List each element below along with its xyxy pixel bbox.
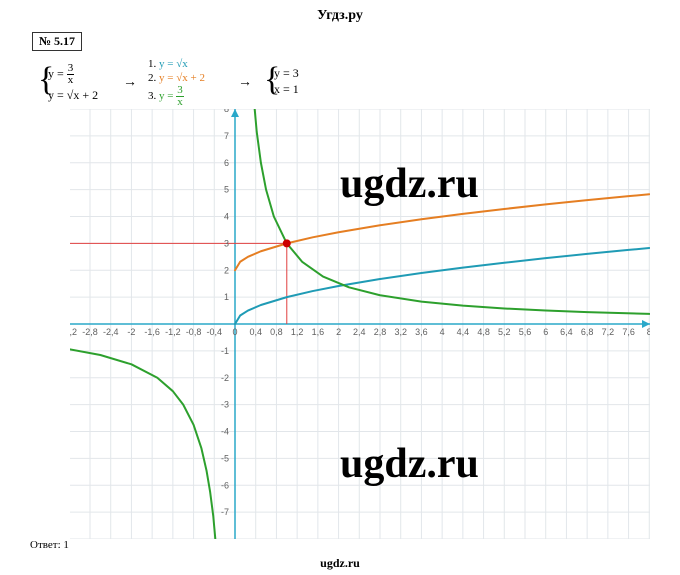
svg-text:-1: -1	[221, 346, 229, 356]
eq1-lhs: y =	[48, 66, 64, 80]
svg-text:5,2: 5,2	[498, 327, 511, 337]
svg-text:-6: -6	[221, 480, 229, 490]
equation-row: { y = 3 x y = √x + 2 → 1. y = √x 2. y = …	[38, 61, 680, 107]
svg-text:6,4: 6,4	[560, 327, 573, 337]
svg-text:-2,4: -2,4	[103, 327, 119, 337]
svg-text:1,2: 1,2	[291, 327, 304, 337]
enum-expr: y = 3 x	[159, 90, 184, 102]
arrow-2: →	[238, 75, 252, 91]
svg-text:7: 7	[224, 131, 229, 141]
page-header: Угдз.ру	[0, 0, 680, 28]
svg-text:4: 4	[440, 327, 445, 337]
svg-text:-0,4: -0,4	[207, 327, 223, 337]
svg-text:-3: -3	[221, 400, 229, 410]
answer-text: Ответ: 1	[30, 539, 69, 551]
svg-text:5,6: 5,6	[519, 327, 532, 337]
svg-text:-1,6: -1,6	[144, 327, 160, 337]
frac-den: x	[176, 97, 184, 108]
svg-text:-2: -2	[127, 327, 135, 337]
svg-text:4,8: 4,8	[477, 327, 490, 337]
enum-expr: y = √x + 2	[159, 72, 205, 84]
system-right: y = 3 x = 1	[274, 65, 299, 97]
svg-text:-2: -2	[221, 373, 229, 383]
sys2-eq2: x = 1	[274, 81, 299, 97]
svg-text:3: 3	[224, 238, 229, 248]
sys1-eq2: y = √x + 2	[48, 86, 98, 104]
svg-text:1,6: 1,6	[312, 327, 325, 337]
svg-text:3,6: 3,6	[415, 327, 428, 337]
enum-item-1: 1. y = √x	[148, 57, 205, 71]
svg-text:-5: -5	[221, 453, 229, 463]
svg-text:4,4: 4,4	[457, 327, 470, 337]
enum-num: 2.	[148, 72, 156, 84]
footer-brand: ugdz.ru	[0, 556, 680, 571]
eq3-lhs: y =	[159, 90, 173, 102]
frac-den: x	[67, 75, 75, 86]
enum-num: 3.	[148, 90, 156, 102]
svg-text:2,8: 2,8	[374, 327, 387, 337]
svg-text:2,4: 2,4	[353, 327, 366, 337]
enum-num: 1.	[148, 58, 156, 70]
svg-text:7,6: 7,6	[622, 327, 635, 337]
eq1-frac: 3 x	[67, 63, 75, 86]
svg-text:-2,8: -2,8	[82, 327, 98, 337]
svg-text:6,8: 6,8	[581, 327, 594, 337]
svg-text:0,4: 0,4	[249, 327, 262, 337]
function-chart: 8 7 6 5 4 3 2 1 -1 -2 -3 -4 -5 -6 -7 -3,2 -2,8 -2,4 -2 -1,6…	[70, 109, 650, 539]
svg-text:-0,8: -0,8	[186, 327, 202, 337]
svg-text:-7: -7	[221, 507, 229, 517]
chart-container: 8 7 6 5 4 3 2 1 -1 -2 -3 -4 -5 -6 -7 -3,2 -2,8 -2,4 -2 -1,6…	[70, 109, 680, 539]
eq3-frac: 3 x	[176, 85, 184, 108]
system-left: y = 3 x y = √x + 2	[48, 63, 98, 104]
enum-item-2: 2. y = √x + 2	[148, 71, 205, 85]
svg-text:2: 2	[336, 327, 341, 337]
enum-list: 1. y = √x 2. y = √x + 2 3. y = 3 x	[148, 57, 205, 108]
svg-text:1: 1	[224, 292, 229, 302]
svg-text:8: 8	[224, 109, 229, 114]
sys2-eq1: y = 3	[274, 65, 299, 81]
svg-text:6: 6	[543, 327, 548, 337]
svg-text:-4: -4	[221, 427, 229, 437]
svg-text:5: 5	[224, 185, 229, 195]
svg-text:-3,2: -3,2	[70, 327, 77, 337]
arrow-1: →	[123, 75, 137, 91]
enum-expr: y = √x	[159, 58, 188, 70]
svg-text:2: 2	[224, 265, 229, 275]
svg-text:8: 8	[647, 327, 650, 337]
sys1-eq1: y = 3 x	[48, 63, 98, 86]
svg-text:7,2: 7,2	[602, 327, 615, 337]
svg-text:3,2: 3,2	[394, 327, 407, 337]
svg-text:6: 6	[224, 158, 229, 168]
svg-text:0: 0	[232, 327, 237, 337]
enum-item-3: 3. y = 3 x	[148, 85, 205, 108]
svg-text:-1,2: -1,2	[165, 327, 181, 337]
svg-text:0,8: 0,8	[270, 327, 283, 337]
svg-text:4: 4	[224, 212, 229, 222]
problem-number: № 5.17	[32, 32, 82, 51]
